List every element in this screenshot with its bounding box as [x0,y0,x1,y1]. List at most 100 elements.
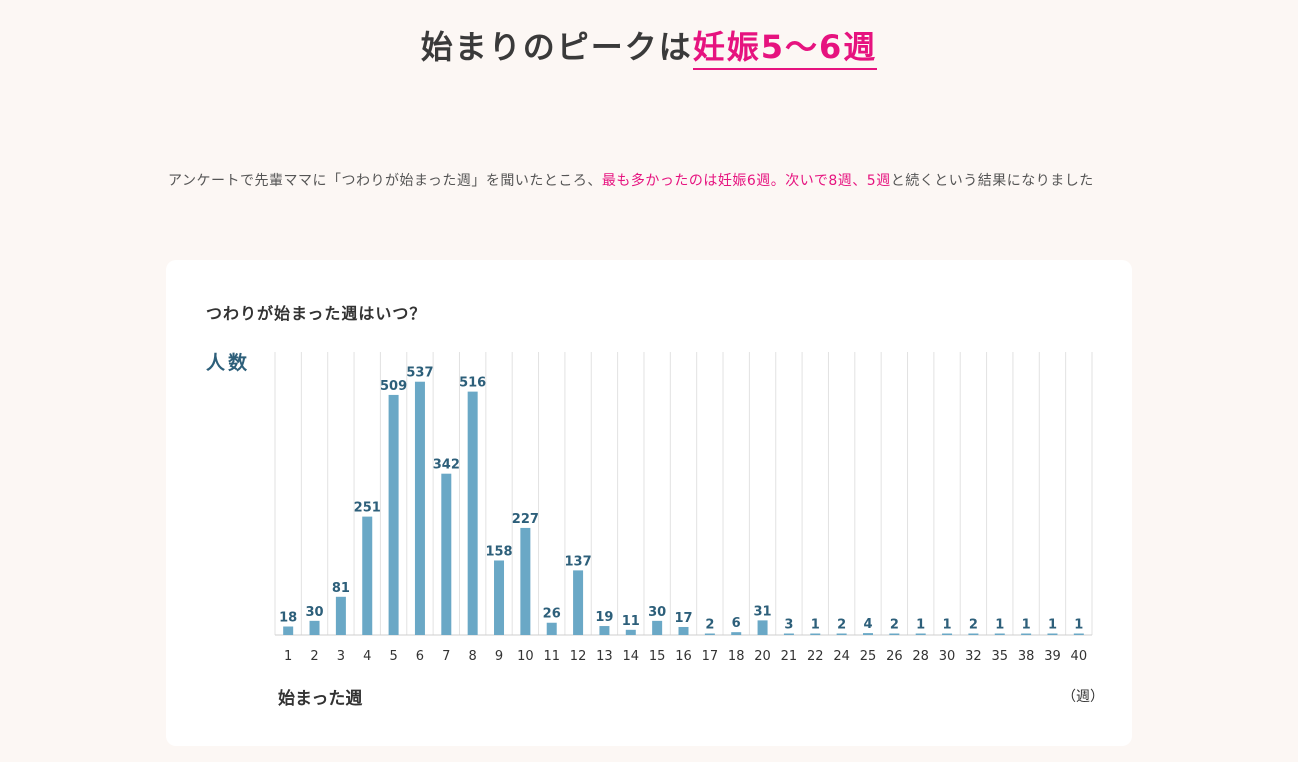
bar-chart: 1813028132514509553763427516815892271026… [274,352,1093,664]
bar [283,626,294,635]
bar [573,570,584,635]
x-tick-label: 26 [886,649,903,664]
bar [783,633,794,635]
bar [704,633,715,635]
intro-text: アンケートで先輩ママに「つわりが始まった週」を聞いたところ、最も多かったのは妊娠… [168,166,1128,197]
x-tick-label: 28 [912,649,929,664]
x-tick-label: 10 [517,649,534,664]
bar [625,629,636,635]
x-axis-label: 始まった週 [278,689,363,709]
x-tick-label: 15 [649,649,666,664]
heading-prefix: 始まりのピークは [420,28,693,66]
y-axis-label: 人数 [206,352,251,374]
x-tick-label: 20 [754,649,771,664]
x-tick-label: 12 [570,649,587,664]
intro-part3: と続くという結果になりました [890,173,1094,189]
data-label: 1 [1048,618,1057,633]
bar [467,391,478,635]
bar [309,620,320,635]
x-tick-label: 1 [284,649,292,664]
data-label: 1 [1074,618,1083,633]
x-tick-label: 24 [833,649,850,664]
bar [862,633,873,635]
x-tick-label: 25 [860,649,877,664]
data-label: 2 [890,618,899,633]
chart-title: つわりが始まった週はいつ？ [206,304,427,323]
data-label: 31 [754,604,772,619]
bar [520,527,531,635]
data-label: 227 [512,512,539,527]
x-tick-label: 40 [1071,649,1088,664]
data-label: 1 [811,618,820,633]
bar [678,626,689,635]
data-label: 1 [995,618,1004,633]
data-label: 3 [784,618,793,633]
bar [942,633,953,635]
bar [836,633,847,635]
x-tick-label: 39 [1044,649,1061,664]
x-tick-label: 13 [596,649,613,664]
data-label: 1 [1022,618,1031,633]
data-label: 342 [433,458,460,473]
x-axis-unit: （週） [1062,689,1104,705]
data-label: 1 [916,618,925,633]
bar [915,633,926,635]
data-label: 1 [943,618,952,633]
x-tick-label: 17 [702,649,719,664]
page-heading: 始まりのピークは妊娠5〜6週 [0,22,1298,70]
x-tick-label: 21 [781,649,798,664]
x-tick-label: 16 [675,649,692,664]
data-label: 516 [459,376,486,391]
data-label: 30 [648,605,666,620]
bar [994,633,1005,635]
data-label: 17 [674,611,692,626]
bar [889,633,900,635]
bar [1047,633,1058,635]
x-tick-label: 3 [337,649,345,664]
data-label: 537 [406,366,433,381]
chart-card: つわりが始まった週はいつ？ 人数 18 1 30 2 81 3 251 4 509 5 537 6 34… [166,260,1132,746]
bar [757,620,768,635]
x-tick-label: 30 [939,649,956,664]
bar [810,633,821,635]
data-label: 6 [732,616,741,631]
bar [388,394,399,635]
bar [494,560,505,635]
bar [599,626,610,635]
bar [335,596,346,635]
x-tick-label: 22 [807,649,824,664]
data-label: 11 [622,614,640,629]
x-tick-label: 11 [543,649,560,664]
data-label: 30 [305,605,323,620]
bar [1021,633,1032,635]
bar [414,381,425,635]
data-label: 251 [354,501,381,516]
bar [968,633,979,635]
x-tick-label: 38 [1018,649,1035,664]
data-label: 19 [595,610,613,625]
intro-highlight: 最も多かったのは妊娠6週。次いで8週、5週 [601,173,891,189]
x-tick-label: 6 [416,649,424,664]
x-tick-label: 32 [965,649,982,664]
x-tick-label: 5 [389,649,397,664]
x-tick-label: 2 [310,649,318,664]
bar [1073,633,1084,635]
data-label: 2 [705,618,714,633]
x-tick-label: 7 [442,649,450,664]
bar [362,516,373,635]
data-label: 2 [969,618,978,633]
bar [441,473,452,635]
x-tick-label: 9 [495,649,503,664]
data-label: 26 [543,607,561,622]
data-label: 2 [837,618,846,633]
data-label: 18 [279,611,297,626]
bar [546,622,557,635]
data-label: 4 [863,617,872,632]
data-label: 158 [485,544,512,559]
data-label: 509 [380,379,407,394]
x-tick-label: 14 [623,649,640,664]
intro-part1: アンケートで先輩ママに「つわりが始まった週」を聞いたところ、 [168,173,602,189]
heading-highlight: 妊娠5〜6週 [692,28,878,70]
bar [652,620,663,635]
data-label: 137 [565,554,592,569]
